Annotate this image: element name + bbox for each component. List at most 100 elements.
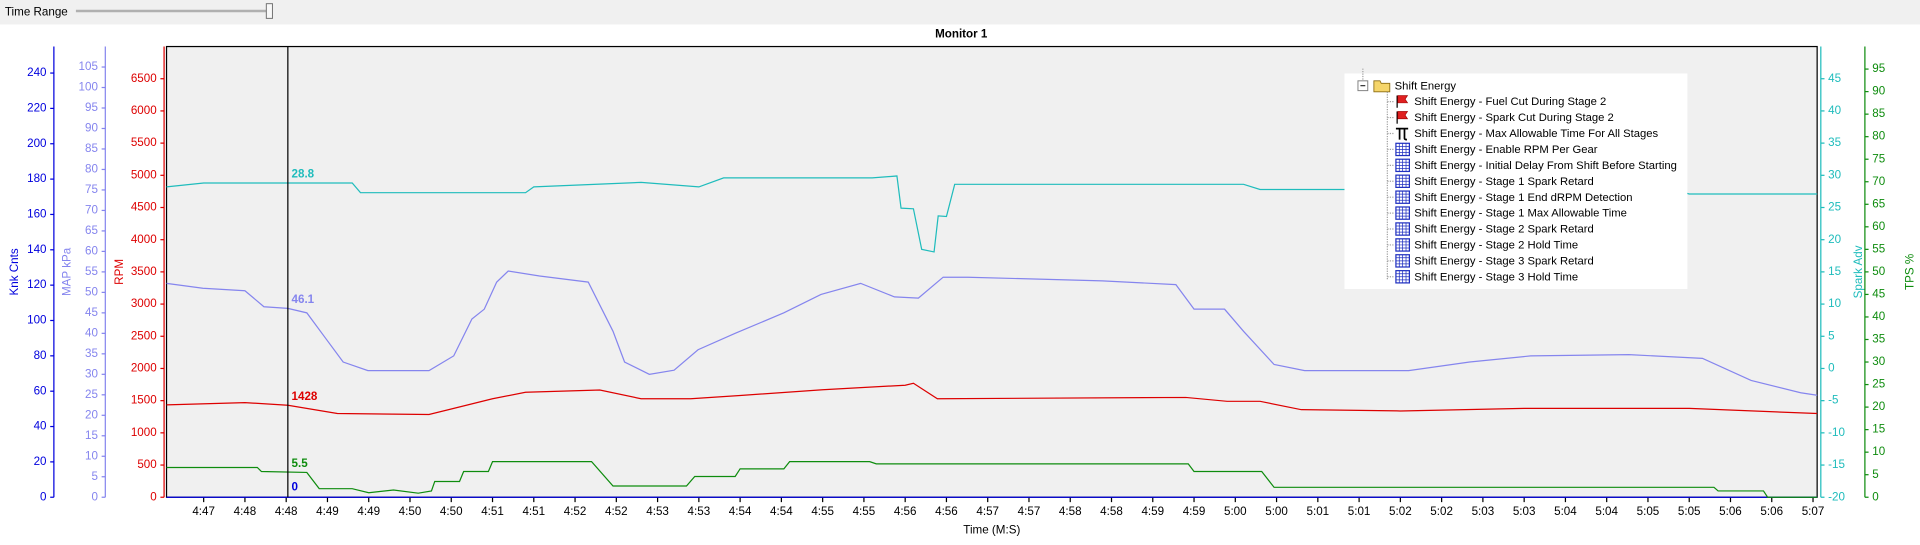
x-tick-label: 5:07 bbox=[1802, 505, 1825, 518]
tree-item[interactable]: Shift Energy - Stage 1 End dRPM Detectio… bbox=[1414, 192, 1632, 204]
table-grid bbox=[1395, 222, 1410, 236]
y-tick-label: 35 bbox=[85, 347, 98, 360]
table-grid bbox=[1395, 270, 1410, 283]
table-grid bbox=[1395, 143, 1410, 156]
folder-icon bbox=[1373, 80, 1391, 93]
tree-item[interactable]: Shift Energy - Stage 2 Spark Retard bbox=[1414, 224, 1593, 236]
chart-title: Monitor 1 bbox=[935, 27, 988, 40]
tree-item[interactable]: Shift Energy - Initial Delay From Shift … bbox=[1414, 160, 1677, 172]
y-tick-label: 4500 bbox=[131, 201, 157, 214]
y-tick-label: 0 bbox=[1828, 362, 1835, 375]
x-tick-label: 4:54 bbox=[729, 505, 752, 518]
tree-item[interactable]: Shift Energy - Enable RPM Per Gear bbox=[1414, 144, 1597, 156]
tree-item[interactable]: Shift Energy - Stage 1 Spark Retard bbox=[1414, 176, 1593, 188]
y-tick-label: 5500 bbox=[131, 136, 157, 149]
y-tick-label: 15 bbox=[1828, 265, 1841, 278]
x-tick-label: 5:01 bbox=[1307, 505, 1330, 518]
y-tick-label: 1000 bbox=[131, 426, 157, 439]
y-tick-label: 0 bbox=[40, 490, 47, 503]
x-tick-label: 4:53 bbox=[688, 505, 711, 518]
tree-item[interactable]: Shift Energy - Stage 3 Hold Time bbox=[1414, 271, 1578, 283]
y-tick-label: 100 bbox=[79, 81, 99, 94]
x-tick-label: 4:47 bbox=[192, 505, 215, 518]
x-tick-label: 4:50 bbox=[399, 505, 422, 518]
tree-root[interactable]: Shift Energy bbox=[1395, 80, 1457, 92]
toolbar bbox=[0, 0, 1920, 25]
x-tick-label: 4:57 bbox=[1018, 505, 1041, 518]
y-tick-label: -10 bbox=[1828, 426, 1845, 439]
y-tick-label: -5 bbox=[1828, 394, 1838, 407]
tree-item[interactable]: Shift Energy - Stage 3 Spark Retard bbox=[1414, 255, 1593, 267]
y-axis-title: Spark Adv bbox=[1852, 245, 1865, 298]
y-tick-label: 15 bbox=[1872, 423, 1885, 436]
tree-item[interactable]: Shift Energy - Stage 2 Hold Time bbox=[1414, 240, 1578, 252]
tree-item[interactable]: Shift Energy - Max Allowable Time For Al… bbox=[1414, 128, 1658, 140]
table-grid bbox=[1395, 254, 1410, 267]
time-range-label: Time Range bbox=[5, 5, 68, 18]
x-tick-label: 4:48 bbox=[275, 505, 298, 518]
y-tick-label: 90 bbox=[85, 122, 98, 135]
tree-item[interactable]: Shift Energy - Stage 1 Max Allowable Tim… bbox=[1414, 208, 1627, 220]
x-tick-label: 4:56 bbox=[935, 505, 958, 518]
x-tick-label: 4:55 bbox=[811, 505, 834, 518]
cursor-readout: 5.5 bbox=[292, 457, 309, 470]
x-tick-label: 5:00 bbox=[1224, 505, 1247, 518]
table-grid bbox=[1395, 191, 1410, 204]
y-tick-label: 30 bbox=[85, 367, 98, 380]
y-tick-label: 100 bbox=[27, 314, 47, 327]
x-tick-label: 4:54 bbox=[770, 505, 793, 518]
y-tick-label: 95 bbox=[1872, 62, 1885, 75]
y-tick-label: 40 bbox=[85, 326, 98, 339]
series-line bbox=[166, 382, 1818, 416]
y-axis-title: Knk Cnts bbox=[8, 248, 21, 295]
y-tick-label: 80 bbox=[34, 349, 47, 362]
x-tick-label: 5:02 bbox=[1389, 505, 1412, 518]
x-tick-label: 4:51 bbox=[481, 505, 504, 518]
table-grid bbox=[1395, 175, 1410, 188]
series-line bbox=[166, 461, 1818, 498]
y-tick-label: 6000 bbox=[131, 104, 157, 117]
table-grid bbox=[1395, 159, 1410, 172]
y-tick-label: 55 bbox=[1872, 242, 1885, 255]
y-tick-label: 220 bbox=[27, 101, 47, 114]
y-tick-label: 60 bbox=[85, 244, 98, 257]
y-tick-label: 180 bbox=[27, 172, 47, 185]
y-tick-label: 35 bbox=[1828, 136, 1841, 149]
cursor-readout: 0 bbox=[292, 481, 298, 494]
x-tick-label: 5:06 bbox=[1719, 505, 1742, 518]
x-tick-label: 5:03 bbox=[1513, 505, 1536, 518]
y-tick-label: 0 bbox=[91, 490, 98, 503]
y-tick-label: 75 bbox=[85, 183, 98, 196]
x-tick-label: 4:51 bbox=[522, 505, 545, 518]
tree-item[interactable]: Shift Energy - Fuel Cut During Stage 2 bbox=[1414, 96, 1606, 108]
cursor-readout: 46.1 bbox=[292, 293, 315, 306]
cursor-readout: 28.8 bbox=[292, 168, 315, 181]
x-tick-label: 4:59 bbox=[1141, 505, 1164, 518]
y-tick-label: 5000 bbox=[131, 168, 157, 181]
x-tick-label: 5:04 bbox=[1595, 505, 1618, 518]
y-axis-title: RPM bbox=[113, 259, 126, 285]
time-range-thumb[interactable] bbox=[265, 3, 273, 19]
y-tick-label: 80 bbox=[1872, 130, 1885, 143]
y-tick-label: 40 bbox=[1872, 310, 1885, 323]
table-grid bbox=[1395, 206, 1410, 220]
x-tick-label: 5:00 bbox=[1265, 505, 1288, 518]
y-tick-label: 40 bbox=[1828, 104, 1841, 117]
y-tick-label: 160 bbox=[27, 208, 47, 221]
tree-item[interactable]: Shift Energy - Spark Cut During Stage 2 bbox=[1414, 112, 1613, 124]
pi-icon bbox=[1395, 127, 1409, 141]
y-tick-label: 70 bbox=[1872, 175, 1885, 188]
y-tick-label: 10 bbox=[85, 449, 98, 462]
y-tick-label: 25 bbox=[85, 388, 98, 401]
x-tick-label: 4:52 bbox=[605, 505, 628, 518]
y-tick-label: 4000 bbox=[131, 233, 157, 246]
x-tick-label: 4:48 bbox=[234, 505, 257, 518]
y-tick-label: 120 bbox=[27, 278, 47, 291]
y-tick-label: 240 bbox=[27, 66, 47, 79]
y-tick-label: 20 bbox=[1828, 233, 1841, 246]
cursor-readout: 1428 bbox=[292, 390, 318, 403]
y-tick-label: 90 bbox=[1872, 85, 1885, 98]
x-tick-label: 4:57 bbox=[976, 505, 999, 518]
y-tick-label: 5 bbox=[91, 470, 97, 483]
